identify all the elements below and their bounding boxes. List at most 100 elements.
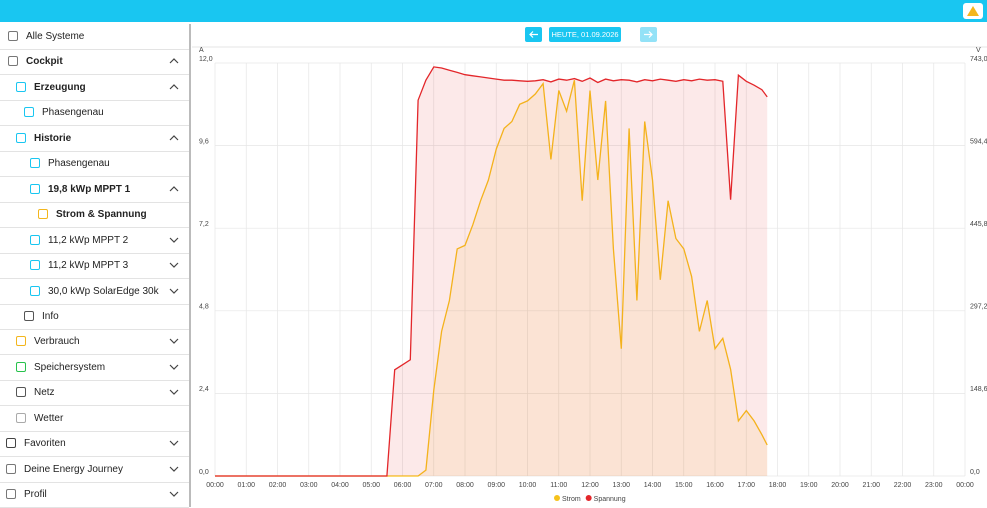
chevron[interactable] (169, 439, 179, 447)
menu-label: Info (42, 310, 59, 322)
menu-icon (24, 310, 34, 321)
chevron[interactable] (169, 363, 179, 371)
x-tick-label: 19:00 (800, 482, 818, 489)
y-tick-label: 7,2 (199, 221, 209, 228)
y-tick-label: 12,0 (199, 56, 213, 63)
chevron[interactable] (169, 134, 179, 142)
chevron[interactable] (169, 337, 179, 345)
chevron[interactable] (169, 287, 179, 295)
menu-label: 30,0 kWp SolarEdge 30k (48, 285, 159, 297)
x-tick-label: 03:00 (300, 482, 318, 489)
menu-icon (16, 387, 26, 398)
warning-button[interactable] (963, 3, 983, 19)
menu-item[interactable]: Cockpit (0, 49, 189, 76)
menu-item[interactable]: Favoriten (0, 431, 189, 458)
x-tick-label: 21:00 (862, 482, 880, 489)
chevron[interactable] (169, 490, 179, 498)
menu-icon (6, 489, 16, 500)
date-button[interactable] (549, 27, 621, 42)
top-bar (0, 0, 987, 22)
legend-label: Spannung (594, 496, 626, 503)
menu-item[interactable]: 30,0 kWp SolarEdge 30k (0, 279, 189, 305)
x-tick-label: 11:00 (550, 482, 567, 489)
chevron[interactable] (169, 261, 179, 269)
date-label: HEUTE, 01.09.2026 (551, 30, 618, 39)
y2-tick-label: 0,0 (970, 469, 980, 476)
menu-item[interactable]: 19,8 kWp MPPT 1 (0, 177, 189, 203)
y2-tick-label: 743,0 (970, 56, 987, 63)
menu-label: 11,2 kWp MPPT 2 (48, 234, 129, 246)
y-tick-label: 2,4 (199, 386, 209, 393)
menu-label: Favoriten (24, 438, 66, 450)
series-area (215, 80, 768, 476)
menu-item[interactable]: Historie (0, 126, 189, 152)
y2-tick-label: 297,2 (970, 304, 987, 311)
x-tick-label: 15:00 (675, 482, 693, 489)
menu-label: Erzeugung (34, 81, 86, 93)
y-tick-label: 0,0 (199, 469, 209, 476)
legend-swatch (554, 495, 560, 501)
menu-label: Cockpit (26, 56, 63, 68)
menu-label: Alle Systeme (26, 31, 85, 42)
x-tick-label: 14:00 (644, 482, 662, 489)
y2-tick-label: 445,8 (970, 221, 987, 228)
menu-icon (30, 234, 40, 245)
x-tick-label: 18:00 (769, 482, 787, 489)
chevron[interactable] (169, 57, 179, 65)
menu-icon (30, 183, 40, 194)
menu-icon (6, 463, 16, 474)
y2-axis-unit: V (976, 47, 981, 54)
y-tick-label: 4,8 (199, 304, 209, 311)
menu-label: Phasengenau (48, 158, 110, 170)
menu-icon (8, 31, 18, 41)
menu-label: Wetter (34, 412, 64, 424)
menu-label: Phasengenau (42, 107, 104, 119)
x-tick-label: 20:00 (831, 482, 849, 489)
menu-item[interactable]: Speichersystem (0, 355, 189, 381)
menu-item[interactable]: Netz (0, 380, 189, 407)
menu-label: Historie (34, 132, 72, 144)
x-tick-label: 17:00 (737, 482, 755, 489)
chevron[interactable] (169, 83, 179, 91)
x-tick-label: 22:00 (894, 482, 912, 489)
x-tick-label: 06:00 (394, 482, 412, 489)
menu-item[interactable]: Wetter (0, 406, 189, 432)
menu-item[interactable]: Alle Systeme (0, 24, 189, 50)
menu-icon (30, 260, 40, 271)
chevron[interactable] (169, 388, 179, 396)
x-tick-label: 00:00 (956, 482, 974, 489)
menu-item[interactable]: Phasengenau (0, 100, 189, 127)
legend-label: Strom (562, 496, 581, 503)
menu-item[interactable]: 11,2 kWp MPPT 2 (0, 228, 189, 254)
menu-icon (38, 209, 48, 220)
menu-item[interactable]: Strom & Spannung (0, 202, 189, 229)
menu-item[interactable]: Verbrauch (0, 329, 189, 356)
x-tick-label: 05:00 (362, 482, 380, 489)
chevron[interactable] (169, 465, 179, 473)
menu-item[interactable]: 11,2 kWp MPPT 3 (0, 253, 189, 280)
chevron[interactable] (169, 236, 179, 244)
menu-icon (16, 132, 26, 143)
x-tick-label: 00:00 (206, 482, 224, 489)
menu-icon (16, 336, 26, 347)
menu-item[interactable]: Erzeugung (0, 75, 189, 101)
menu-item[interactable]: Deine Energy Journey (0, 457, 189, 483)
menu-icon (16, 81, 26, 92)
menu-label: 11,2 kWp MPPT 3 (48, 260, 129, 272)
menu-item[interactable]: Phasengenau (0, 151, 189, 178)
x-tick-label: 16:00 (706, 482, 724, 489)
y-tick-label: 9,6 (199, 138, 209, 145)
y2-tick-label: 148,6 (970, 386, 987, 393)
x-tick-label: 12:00 (581, 482, 599, 489)
menu-item[interactable]: Profil (0, 482, 189, 508)
menu-icon (30, 158, 40, 169)
x-tick-label: 07:00 (425, 482, 443, 489)
x-tick-label: 08:00 (456, 482, 474, 489)
menu-label: Netz (34, 387, 55, 399)
menu-item[interactable]: Info (0, 304, 189, 330)
chevron[interactable] (169, 185, 179, 193)
menu-label: Strom & Spannung (56, 209, 147, 221)
menu-icon (16, 412, 26, 423)
x-tick-label: 10:00 (519, 482, 537, 489)
